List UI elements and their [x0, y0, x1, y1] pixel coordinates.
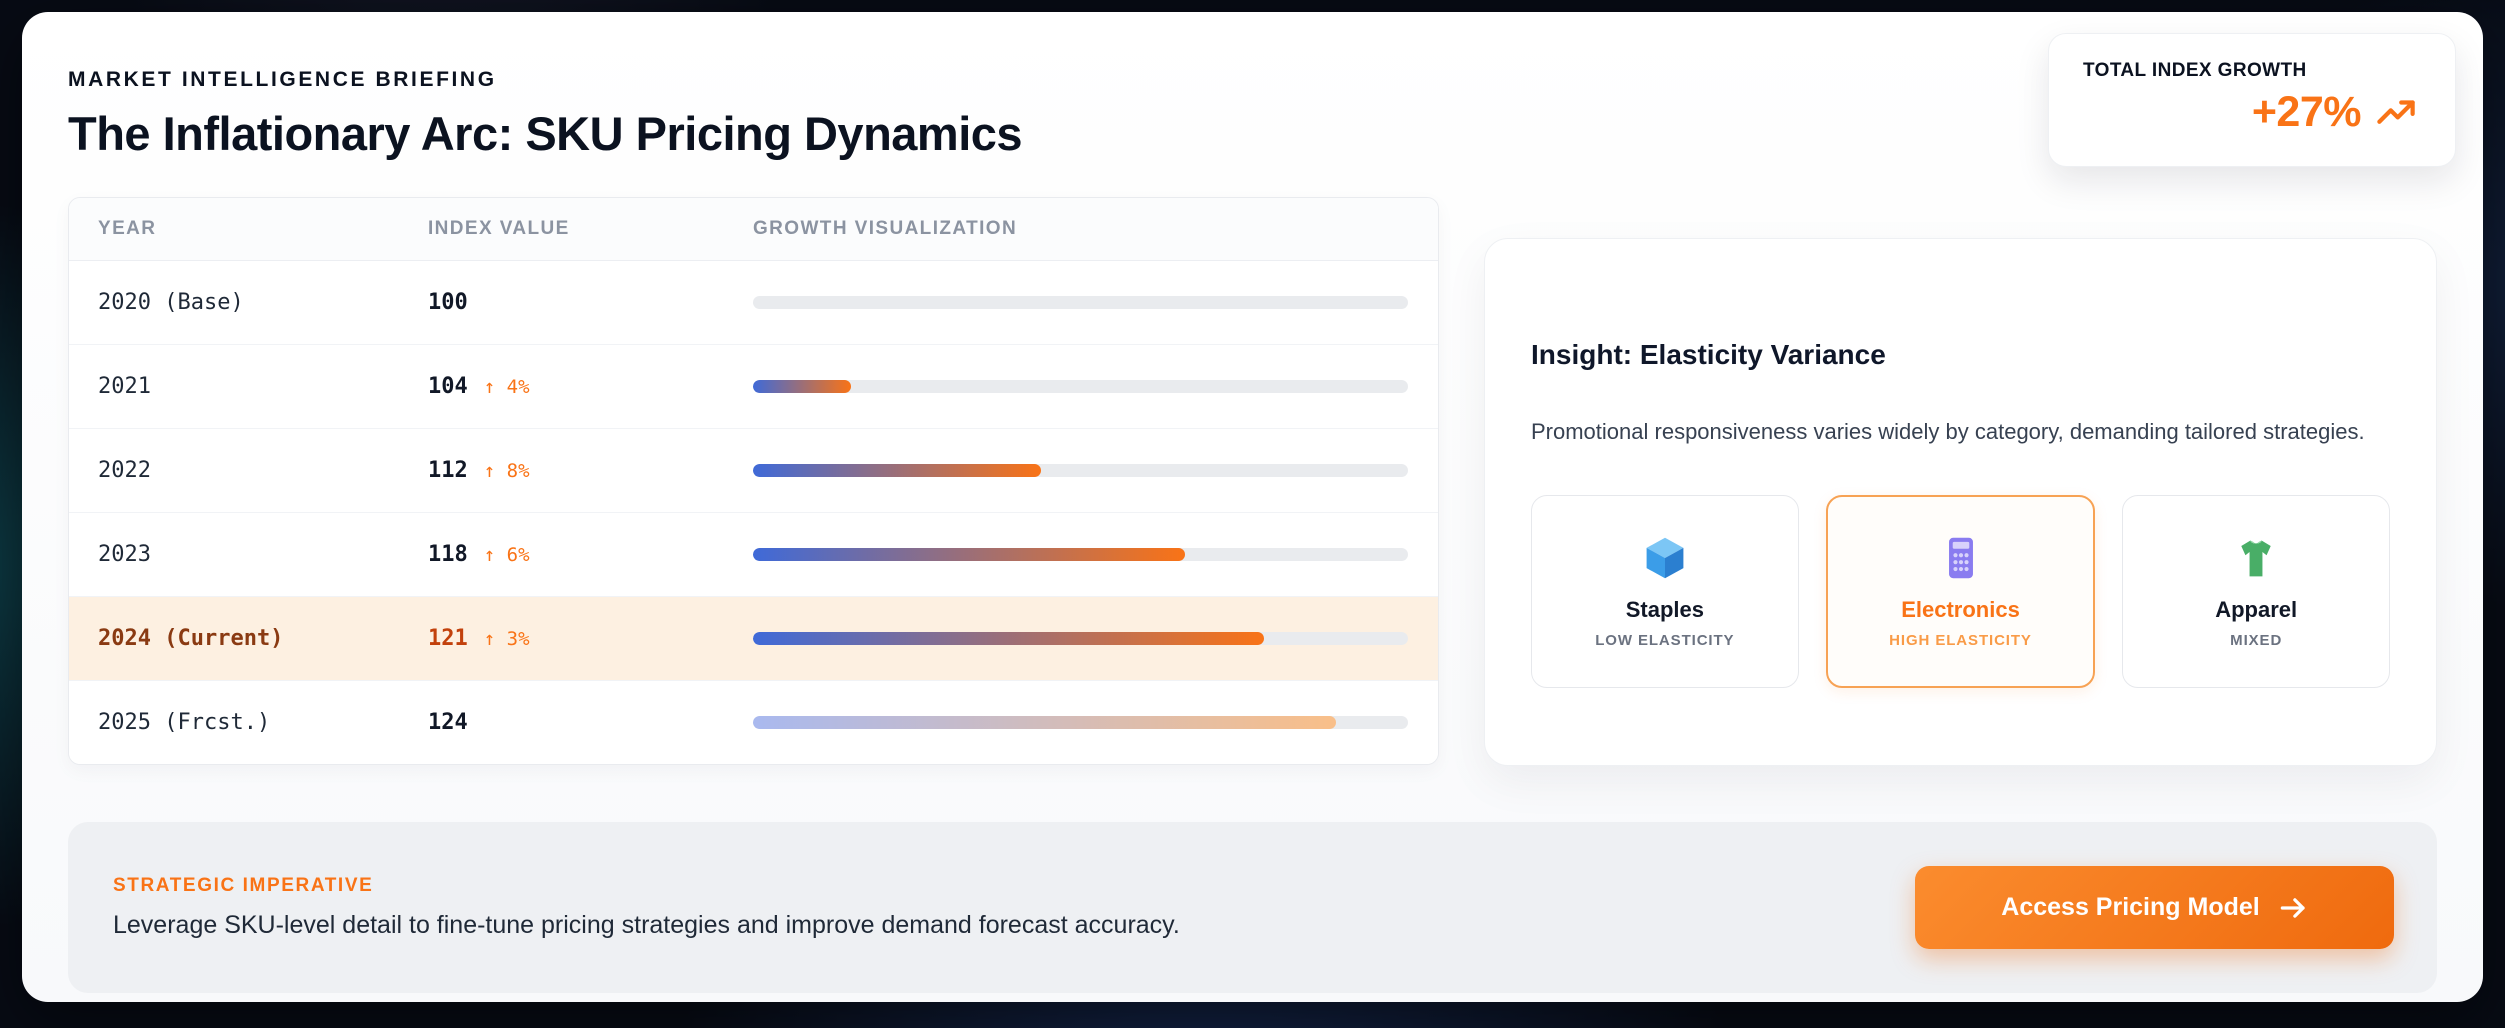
bar-track	[753, 380, 1408, 393]
category-card-electronics[interactable]: Electronics HIGH ELASTICITY	[1825, 495, 2096, 688]
bar-fill	[753, 716, 1336, 729]
category-name: Electronics	[1901, 596, 2020, 622]
change-badge: ↑ 6%	[483, 543, 530, 566]
total-growth-card: TOTAL INDEX GROWTH +27%	[2048, 33, 2456, 167]
category-card-staples[interactable]: Staples LOW ELASTICITY	[1531, 495, 1799, 688]
year-cell: 2020 (Base)	[98, 290, 244, 315]
column-header-year: YEAR	[98, 218, 157, 239]
table-row: 2022 112 ↑ 8%	[69, 429, 1438, 513]
change-badge: ↑ 3%	[483, 627, 530, 650]
category-tag: MIXED	[2230, 631, 2283, 649]
index-value: 124	[428, 710, 468, 735]
bar-track	[753, 632, 1408, 645]
page-title: The Inflationary Arc: SKU Pricing Dynami…	[68, 107, 1023, 160]
year-cell: 2025 (Frcst.)	[98, 710, 271, 735]
change-badge: ↑ 8%	[483, 459, 530, 482]
index-value-cell: 121 ↑ 3%	[428, 626, 753, 651]
trending-up-icon	[2377, 99, 2415, 124]
bar-fill	[753, 380, 852, 393]
category-row: Staples LOW ELASTICITY	[1531, 495, 2391, 688]
bar-track	[753, 716, 1408, 729]
year-cell: 2022	[98, 458, 151, 483]
bar-track	[753, 464, 1408, 477]
bar-track	[753, 296, 1408, 309]
index-value: 121	[428, 626, 468, 651]
table-row: 2023 118 ↑ 6%	[69, 513, 1438, 597]
bar-fill	[753, 464, 1042, 477]
bar-fill	[753, 632, 1264, 645]
category-tag: HIGH ELASTICITY	[1889, 631, 2032, 649]
category-card-apparel[interactable]: Apparel MIXED	[2122, 495, 2391, 688]
table-header-row: YEAR INDEX VALUE GROWTH VISUALIZATION	[69, 198, 1438, 261]
strategic-imperative-bar: STRATEGIC IMPERATIVE Leverage SKU-level …	[68, 822, 2437, 993]
table-row-forecast: 2025 (Frcst.) 124	[69, 681, 1438, 764]
bar-fill	[753, 548, 1186, 561]
column-header-index-value: INDEX VALUE	[428, 218, 570, 239]
index-value: 100	[428, 290, 468, 315]
index-value: 112	[428, 458, 468, 483]
growth-bar-cell	[753, 296, 1409, 309]
year-cell: 2024 (Current)	[98, 626, 284, 651]
category-name: Staples	[1625, 596, 1704, 622]
category-tag: LOW ELASTICITY	[1595, 631, 1735, 649]
column-header-growth-visualization: GROWTH VISUALIZATION	[753, 218, 1018, 239]
index-value: 104	[428, 374, 468, 399]
index-value-cell: 118 ↑ 6%	[428, 542, 753, 567]
strategic-imperative-eyebrow: STRATEGIC IMPERATIVE	[113, 875, 374, 896]
strategic-imperative-text: Leverage SKU-level detail to fine-tune p…	[113, 911, 1180, 939]
index-value-cell: 104 ↑ 4%	[428, 374, 753, 399]
briefing-card: MARKET INTELLIGENCE BRIEFING The Inflati…	[22, 12, 2483, 1002]
insight-body: Promotional responsiveness varies widely…	[1531, 419, 2365, 444]
index-value: 118	[428, 542, 468, 567]
shirt-icon	[2241, 540, 2271, 576]
index-value-cell: 124	[428, 710, 753, 735]
growth-bar-cell	[753, 380, 1409, 393]
cube-icon	[1646, 537, 1684, 578]
index-table: YEAR INDEX VALUE GROWTH VISUALIZATION 20…	[68, 197, 1439, 765]
calculator-icon	[1948, 537, 1973, 578]
access-pricing-model-button[interactable]: Access Pricing Model	[1915, 866, 2394, 949]
arrow-right-icon	[2280, 897, 2305, 918]
insight-card: Insight: Elasticity Variance Promotional…	[1484, 238, 2437, 766]
growth-bar-cell	[753, 548, 1409, 561]
table-row-current: 2024 (Current) 121 ↑ 3%	[69, 597, 1438, 681]
table-row: 2020 (Base) 100	[69, 261, 1438, 345]
index-value-cell: 100	[428, 290, 753, 315]
insight-title: Insight: Elasticity Variance	[1531, 339, 1886, 370]
year-cell: 2021	[98, 374, 151, 399]
category-name: Apparel	[2215, 596, 2298, 622]
briefing-eyebrow: MARKET INTELLIGENCE BRIEFING	[68, 68, 497, 91]
access-pricing-model-label: Access Pricing Model	[2001, 893, 2260, 921]
bar-track	[753, 548, 1408, 561]
growth-bar-cell	[753, 632, 1409, 645]
growth-card-value: +27%	[2251, 88, 2362, 136]
growth-bar-cell	[753, 464, 1409, 477]
change-badge: ↑ 4%	[483, 375, 530, 398]
growth-card-label: TOTAL INDEX GROWTH	[2083, 60, 2307, 81]
growth-bar-cell	[753, 716, 1409, 729]
table-row: 2021 104 ↑ 4%	[69, 345, 1438, 429]
year-cell: 2023	[98, 542, 151, 567]
index-value-cell: 112 ↑ 8%	[428, 458, 753, 483]
